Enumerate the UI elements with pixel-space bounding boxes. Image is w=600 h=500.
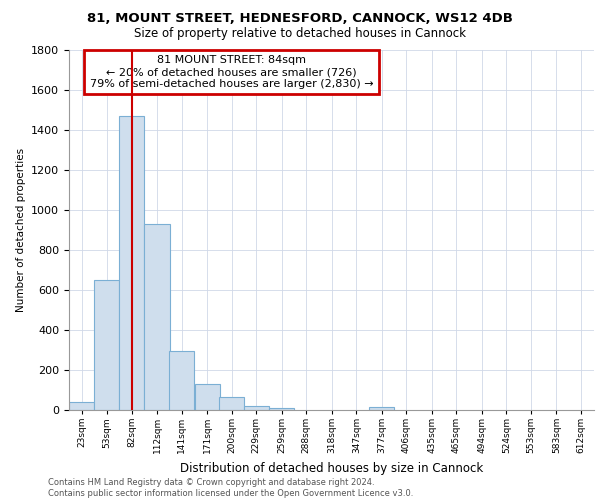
Text: Size of property relative to detached houses in Cannock: Size of property relative to detached ho… xyxy=(134,28,466,40)
Text: 81 MOUNT STREET: 84sqm
← 20% of detached houses are smaller (726)
79% of semi-de: 81 MOUNT STREET: 84sqm ← 20% of detached… xyxy=(90,56,374,88)
Bar xyxy=(69,402,94,410)
Bar xyxy=(194,384,220,410)
X-axis label: Distribution of detached houses by size in Cannock: Distribution of detached houses by size … xyxy=(180,462,483,474)
Bar xyxy=(219,397,244,410)
Bar xyxy=(119,116,144,410)
Bar xyxy=(369,407,394,410)
Bar xyxy=(269,408,294,410)
Bar xyxy=(244,406,269,410)
Bar xyxy=(94,280,119,410)
Text: Contains HM Land Registry data © Crown copyright and database right 2024.
Contai: Contains HM Land Registry data © Crown c… xyxy=(48,478,413,498)
Y-axis label: Number of detached properties: Number of detached properties xyxy=(16,148,26,312)
Bar xyxy=(169,351,194,410)
Bar xyxy=(145,224,170,410)
Text: 81, MOUNT STREET, HEDNESFORD, CANNOCK, WS12 4DB: 81, MOUNT STREET, HEDNESFORD, CANNOCK, W… xyxy=(87,12,513,26)
